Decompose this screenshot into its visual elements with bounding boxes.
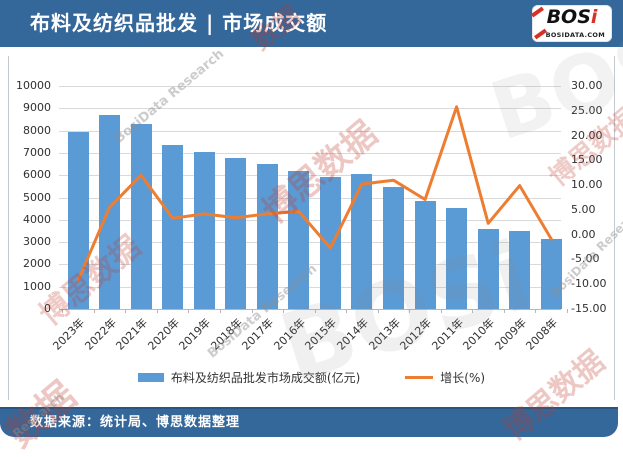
bosi-logo: BOSi BOSIDATA.COM: [531, 5, 612, 42]
legend-item-bars: 布料及纺织品批发市场成交额(亿元): [137, 369, 361, 386]
bar: [256, 164, 278, 309]
logo-wordmark-main: BOS: [546, 6, 591, 28]
x-axis-tick: [314, 309, 316, 313]
legend-label: 增长(%): [440, 371, 486, 385]
bar: [446, 207, 468, 309]
bar: [351, 174, 373, 309]
line-series: [76, 105, 553, 283]
gridline: [59, 242, 561, 244]
bar: [383, 187, 404, 309]
bar: [509, 231, 531, 309]
gridline: [59, 197, 561, 199]
x-axis-tick: [440, 309, 442, 313]
x-axis-tick: [156, 309, 158, 313]
bar: [67, 131, 89, 309]
x-axis-tick: [188, 309, 190, 313]
left-axis-tick-label: 5000: [23, 190, 51, 204]
bar: [225, 158, 247, 309]
logo-wordmark: BOSi: [532, 7, 612, 27]
x-axis-tick: [125, 309, 127, 313]
legend-label: 布料及纺织品批发市场成交额(亿元): [170, 371, 361, 385]
left-axis-tick-label: 1000: [23, 279, 51, 293]
right-axis-tick-label: 20.00: [571, 128, 603, 142]
bar: [477, 228, 499, 309]
gridline: [59, 286, 561, 288]
right-axis-tick-label: 0.00: [571, 227, 596, 241]
line-swatch-icon: [405, 376, 434, 379]
left-axis-tick-label: 10000: [16, 79, 51, 92]
x-axis-tick: [93, 309, 95, 313]
left-axis-tick-label: 7000: [23, 145, 51, 159]
right-axis-tick-label: 25.00: [571, 103, 603, 117]
gridline: [59, 175, 561, 177]
growth-line: [76, 105, 553, 283]
bar-swatch-icon: [137, 373, 164, 382]
x-axis-tick: [219, 309, 221, 313]
bar: [319, 177, 341, 309]
gridline: [59, 264, 561, 266]
bar: [288, 170, 310, 309]
left-axis-tick-label: 9000: [23, 101, 51, 115]
x-axis-line: [59, 309, 561, 310]
x-axis-tick: [472, 309, 474, 313]
header: 布料及纺织品批发 | 市场成交额 BOSi BOSIDATA.COM: [0, 0, 623, 47]
bar: [414, 200, 436, 309]
bar: [130, 123, 152, 309]
right-axis-tick-label: -10.00: [571, 277, 607, 291]
page-title: 布料及纺织品批发 | 市场成交额: [30, 11, 328, 35]
left-axis-tick-label: 0: [44, 302, 51, 315]
left-axis-tick-label: 6000: [23, 168, 51, 182]
bar: [99, 114, 121, 309]
chart-panel: 0 1000 2000 3000 4000 5000 6000 7000 8000 9000 100…: [8, 56, 615, 400]
gridline: [59, 152, 561, 154]
gridline: [59, 219, 561, 221]
left-axis-tick-label: 2000: [23, 257, 51, 271]
x-axis-tick: [251, 309, 253, 313]
left-axis-tick-label: 8000: [23, 123, 51, 137]
right-axis-tick-label: -15.00: [571, 302, 607, 315]
data-source: 数据来源：统计局、博思数据整理: [30, 415, 241, 430]
logo-wordmark-accent: i: [590, 6, 598, 28]
x-axis-tick: [535, 309, 537, 313]
x-axis-tick: [283, 309, 285, 313]
legend-item-line: 增长(%): [405, 369, 485, 386]
bar: [162, 145, 184, 309]
x-axis-tick: [62, 309, 64, 313]
gridline: [59, 108, 561, 110]
right-axis-tick-label: 5.00: [571, 202, 596, 216]
x-axis-tick: [346, 309, 348, 313]
right-axis-tick-label: -5.00: [571, 252, 600, 266]
legend: 布料及纺织品批发市场成交额(亿元) 增长(%): [9, 369, 614, 386]
left-axis-tick-label: 3000: [23, 235, 51, 249]
logo-subtext: BOSIDATA.COM: [545, 31, 605, 39]
gridline: [59, 130, 561, 132]
x-axis-tick: [567, 309, 569, 313]
right-axis-tick-label: 10.00: [571, 178, 603, 192]
bar: [540, 238, 562, 309]
x-axis-tick: [409, 309, 411, 313]
left-axis-tick-label: 4000: [23, 212, 51, 226]
bar: [193, 151, 215, 309]
x-axis-tick: [377, 309, 379, 313]
gridline: [59, 86, 561, 87]
right-axis-tick-label: 15.00: [571, 153, 603, 167]
footer: 数据来源：统计局、博思数据整理: [0, 407, 618, 437]
x-axis-tick: [503, 309, 505, 313]
right-axis-tick-label: 30.00: [571, 79, 603, 92]
plot-area: [59, 86, 569, 313]
